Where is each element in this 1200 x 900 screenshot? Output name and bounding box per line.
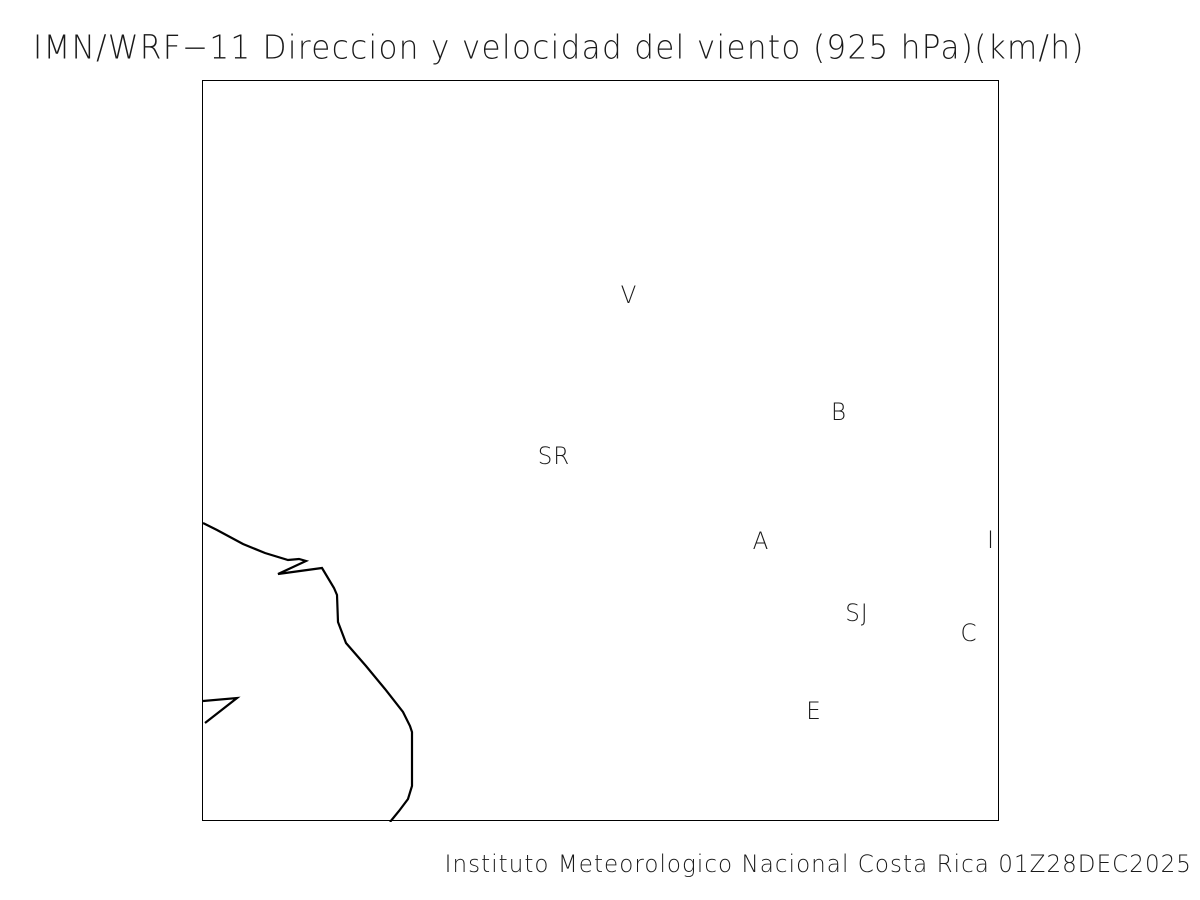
map-frame: V B SR A I SJ C E <box>202 80 1000 822</box>
station-label-layer: V B SR A I SJ C E <box>203 81 1000 822</box>
station-label-B[interactable]: B <box>830 398 848 427</box>
coastline-gulf-inlet <box>203 696 241 724</box>
station-label-I[interactable]: I <box>987 526 995 555</box>
station-label-C[interactable]: C <box>960 619 978 648</box>
coastline-layer <box>203 522 414 822</box>
station-label-A[interactable]: A <box>752 527 770 556</box>
page-title: IMN/WRF−11 Direccion y velocidad del vie… <box>33 29 1085 68</box>
station-label-E[interactable]: E <box>806 697 822 726</box>
station-label-SJ[interactable]: SJ <box>845 599 869 628</box>
station-label-SR[interactable]: SR <box>537 442 571 471</box>
station-label-V[interactable]: V <box>620 281 638 310</box>
footer-caption: Instituto Meteorologico Nacional Costa R… <box>444 851 1192 879</box>
coastline-pacific-coast-main <box>203 522 414 822</box>
